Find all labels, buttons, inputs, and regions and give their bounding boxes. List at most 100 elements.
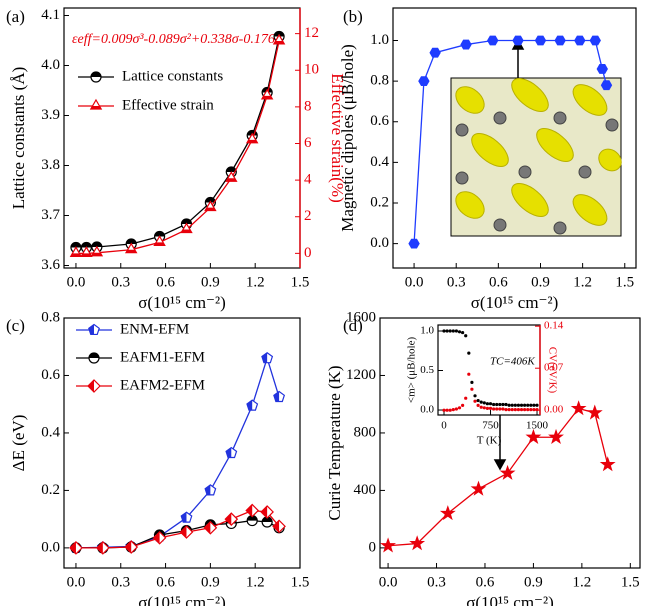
- point: [451, 408, 455, 412]
- point-half: [205, 207, 216, 211]
- x-tick-label: 0.9: [531, 274, 550, 290]
- point-half: [246, 504, 253, 517]
- point-half: [181, 229, 192, 233]
- point: [442, 329, 446, 333]
- x-tick-label: 0.3: [111, 274, 130, 290]
- point: [460, 39, 472, 50]
- annotation: TC=406K: [490, 356, 535, 368]
- point: [535, 403, 539, 407]
- point: [501, 407, 505, 411]
- point: [473, 399, 477, 403]
- point: [510, 408, 514, 412]
- y-axis-label: Lattice constants (Å): [9, 67, 28, 210]
- point: [529, 408, 533, 412]
- x-tick-label: 1.5: [615, 274, 634, 290]
- point-half: [154, 242, 165, 246]
- point: [476, 403, 480, 407]
- x-tick-label: 0.9: [201, 274, 220, 290]
- x-tick-label: 1.5: [621, 574, 640, 590]
- y-axis-label: Magnetic dipoles (μB/hole): [338, 44, 357, 232]
- point: [380, 537, 396, 553]
- point: [525, 428, 542, 444]
- y-tick-label: 0.5: [420, 364, 434, 376]
- x-tick-label: 0: [441, 420, 447, 432]
- x-tick-label: 0.3: [427, 574, 446, 590]
- y2-axis-label: Effective strain(%): [328, 73, 347, 202]
- point: [535, 408, 539, 412]
- point: [495, 407, 499, 411]
- point: [467, 372, 471, 376]
- point: [504, 408, 508, 412]
- structure-inset: [450, 77, 622, 237]
- point: [507, 403, 511, 407]
- panel-label: (b): [343, 7, 363, 26]
- point-half: [89, 353, 99, 358]
- panel-label: (c): [6, 316, 25, 335]
- point-half: [126, 249, 137, 253]
- x-tick-label: 0.9: [524, 574, 543, 590]
- point: [457, 330, 462, 334]
- plot-frame: [63, 317, 301, 569]
- point: [510, 403, 514, 407]
- point: [476, 398, 480, 403]
- point-half: [91, 242, 102, 248]
- point: [574, 35, 586, 46]
- x-tick-label: 0.3: [447, 274, 466, 290]
- point-half: [153, 531, 160, 544]
- point: [516, 403, 521, 407]
- point: [418, 76, 430, 87]
- y2-tick-label: 4: [304, 172, 312, 188]
- point: [600, 80, 613, 91]
- y-tick-label: 0.8: [370, 73, 389, 89]
- point-half: [225, 513, 232, 526]
- y-tick-label: 0.0: [420, 404, 434, 416]
- point: [487, 35, 499, 46]
- point: [470, 480, 487, 496]
- y-tick-label: 0.6: [41, 367, 60, 383]
- point: [454, 407, 459, 411]
- x-tick-label: 0.9: [201, 574, 220, 590]
- point: [467, 351, 471, 355]
- panel-label: (a): [6, 7, 25, 26]
- point: [519, 403, 524, 407]
- point: [526, 408, 530, 412]
- series-line: [388, 407, 609, 547]
- point-half: [273, 391, 280, 402]
- y2-tick-label: 0: [304, 245, 312, 261]
- x-axis-label: σ(10¹⁵ cm⁻²): [138, 593, 226, 606]
- point: [548, 428, 564, 444]
- point-half: [262, 517, 273, 523]
- y2-tick-label: 0.00: [544, 404, 564, 416]
- y2-tick-label: 10: [304, 62, 319, 78]
- y-tick-label: 0.2: [41, 482, 60, 498]
- y-tick-label: 4.0: [41, 57, 60, 73]
- point: [570, 400, 587, 416]
- x-tick-label: 0.6: [156, 574, 175, 590]
- point: [516, 408, 521, 412]
- point: [457, 406, 462, 410]
- y-tick-label: 3.9: [41, 107, 60, 123]
- x-tick-label: 1.2: [246, 274, 265, 290]
- legend-label: Lattice constants: [122, 68, 223, 84]
- point-half: [91, 252, 103, 256]
- point: [498, 407, 502, 411]
- plot-frame: [379, 317, 641, 569]
- y2-tick-label: 8: [304, 98, 312, 114]
- y2-tick-label: 6: [304, 135, 312, 151]
- y-axis-label: <m> (μB/hole): [406, 337, 418, 404]
- legend-label: EAFM1-EFM: [120, 349, 205, 365]
- charge-density: [455, 78, 622, 226]
- point: [485, 402, 490, 406]
- point: [498, 402, 502, 407]
- y-tick-label: 1.0: [370, 32, 389, 48]
- point: [492, 407, 496, 411]
- point-half: [181, 512, 187, 523]
- point: [554, 35, 566, 46]
- point: [507, 408, 511, 412]
- y2-tick-label: 2: [304, 208, 312, 224]
- point: [499, 464, 516, 480]
- point: [445, 329, 449, 333]
- y-tick-label: 1600: [346, 309, 376, 325]
- point-half: [154, 231, 165, 237]
- point: [589, 35, 601, 46]
